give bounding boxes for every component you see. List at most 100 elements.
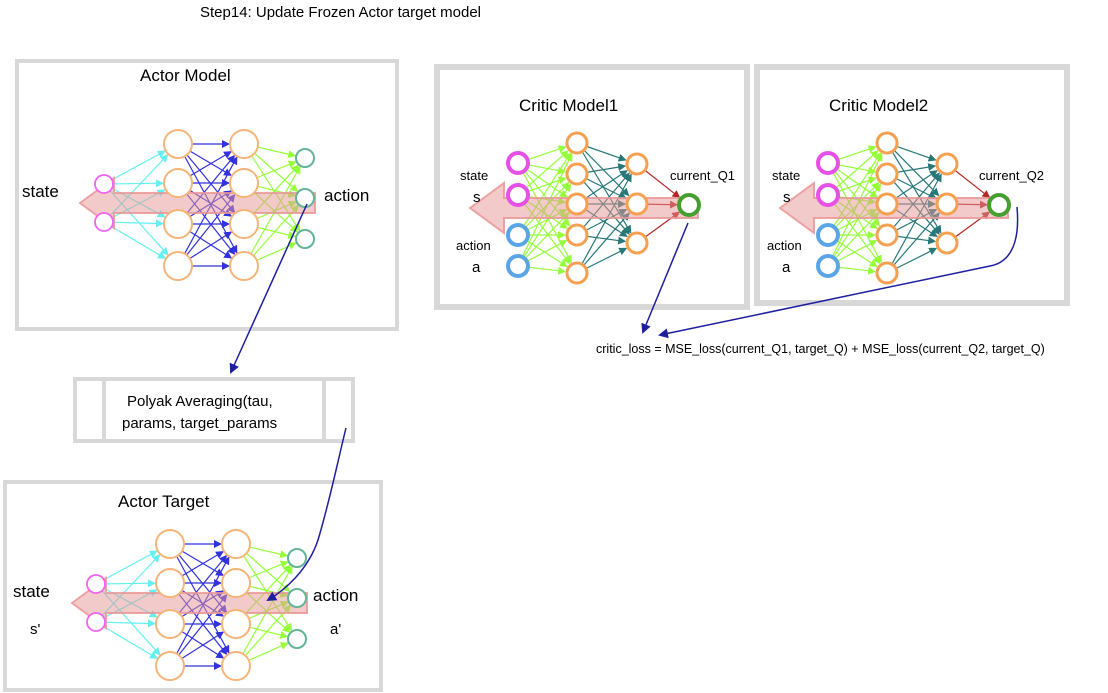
edge-input-hidden [827,152,882,236]
hidden-node [155,529,185,559]
hidden-node [935,152,959,176]
edge-hidden-output [243,143,301,232]
critic-model2-frame [754,64,1070,306]
actor-model-frame [15,59,399,331]
hidden-node [565,131,589,155]
polyak-line2: params, target_params [122,415,277,432]
hidden-node [221,609,251,639]
critic-loss-formula: critic_loss = MSE_loss(current_Q1, targe… [596,342,1045,356]
input-node [86,612,106,632]
actor-target-panel: Actor Target state s' action a' [3,480,383,692]
hidden-node [565,162,589,186]
edge-hidden-hidden [576,173,632,274]
critic-model2-action-label: action [767,238,802,253]
output-node [295,148,315,168]
hidden-node [625,192,649,216]
actor-model-input-label: state [22,182,59,201]
hidden-node [875,261,899,285]
output-node [287,629,307,649]
hidden-node [163,209,193,239]
polyak-box: Polyak Averaging(tau, params, target_par… [73,377,355,443]
hidden-node [565,223,589,247]
connector-critic1-to-loss [641,222,689,334]
connector-critic2-to-loss [658,206,1019,339]
actor-model-network [78,129,316,281]
edge-input-hidden [517,152,572,236]
hidden-node [229,129,259,159]
edge-hidden-output [243,165,301,267]
input-node [86,574,106,594]
edge-hidden-hidden [886,212,940,274]
hidden-node [875,162,899,186]
hidden-node [935,192,959,216]
output-node [295,188,315,208]
actor-model-output-label: action [324,186,369,205]
state-node [816,183,840,207]
critic-model1-network [468,131,701,285]
hidden-node [163,129,193,159]
hidden-node [155,651,185,681]
critic-model2-action-symbol: a [782,259,791,276]
critic-model1-output-label: current_Q1 [670,168,735,183]
hidden-node [229,209,259,239]
critic-model1-state-symbol: s [473,189,481,206]
flow-arrow [78,176,316,230]
critic-model2-panel: Critic Model2 state s action a current_Q… [754,64,1070,306]
hidden-node [565,261,589,285]
hidden-node [625,231,649,255]
actor-target-frame [3,480,383,692]
actor-target-network [70,529,308,681]
hidden-node [935,231,959,255]
hidden-node [155,568,185,598]
actor-target-output-symbol: a' [330,621,341,638]
flow-arrow [70,576,308,630]
edge-hidden-hidden [886,173,942,274]
action-node [816,254,840,278]
critic-model1-frame [434,64,750,310]
edge-hidden-output [235,565,293,667]
critic-model2-title: Critic Model2 [829,96,928,115]
edge-input-hidden [517,211,570,267]
critic-model1-title: Critic Model1 [519,96,618,115]
hidden-node [565,192,589,216]
actor-model-title: Actor Model [140,66,231,85]
hidden-node [221,568,251,598]
critic-model1-action-symbol: a [472,259,481,276]
actor-target-title: Actor Target [118,492,210,511]
actor-target-input-label: state [13,582,50,601]
critic-model2-state-symbol: s [783,189,791,206]
input-node [94,174,114,194]
state-node [506,151,530,175]
hidden-node [221,529,251,559]
hidden-node [221,651,251,681]
critic-model2-network [778,131,1011,285]
action-node [506,223,530,247]
hidden-node [163,168,193,198]
critic-model2-state-label: state [772,168,800,183]
hidden-node [875,223,899,247]
state-node [506,183,530,207]
q-output-node [987,193,1011,217]
hidden-node [229,251,259,281]
output-node [287,588,307,608]
actor-target-input-symbol: s' [30,621,41,638]
critic-model1-action-label: action [456,238,491,253]
q-output-node [677,193,701,217]
critic-model1-state-label: state [460,168,488,183]
input-node [94,212,114,232]
connector-polyak-to-actor-target [266,427,347,602]
connector-actor-to-polyak [229,203,308,374]
hidden-node [163,251,193,281]
hidden-node [625,152,649,176]
edge-input-hidden [827,211,880,267]
hidden-node [229,168,259,198]
polyak-frame-outer [73,377,355,443]
action-node [816,223,840,247]
hidden-node [875,192,899,216]
diagram-title: Step14: Update Frozen Actor target model [200,4,481,21]
hidden-node [875,131,899,155]
critic-model1-panel: Critic Model1 state s action a current_Q… [434,64,750,310]
polyak-line1: Polyak Averaging(tau, [127,393,273,410]
hidden-node [155,609,185,639]
